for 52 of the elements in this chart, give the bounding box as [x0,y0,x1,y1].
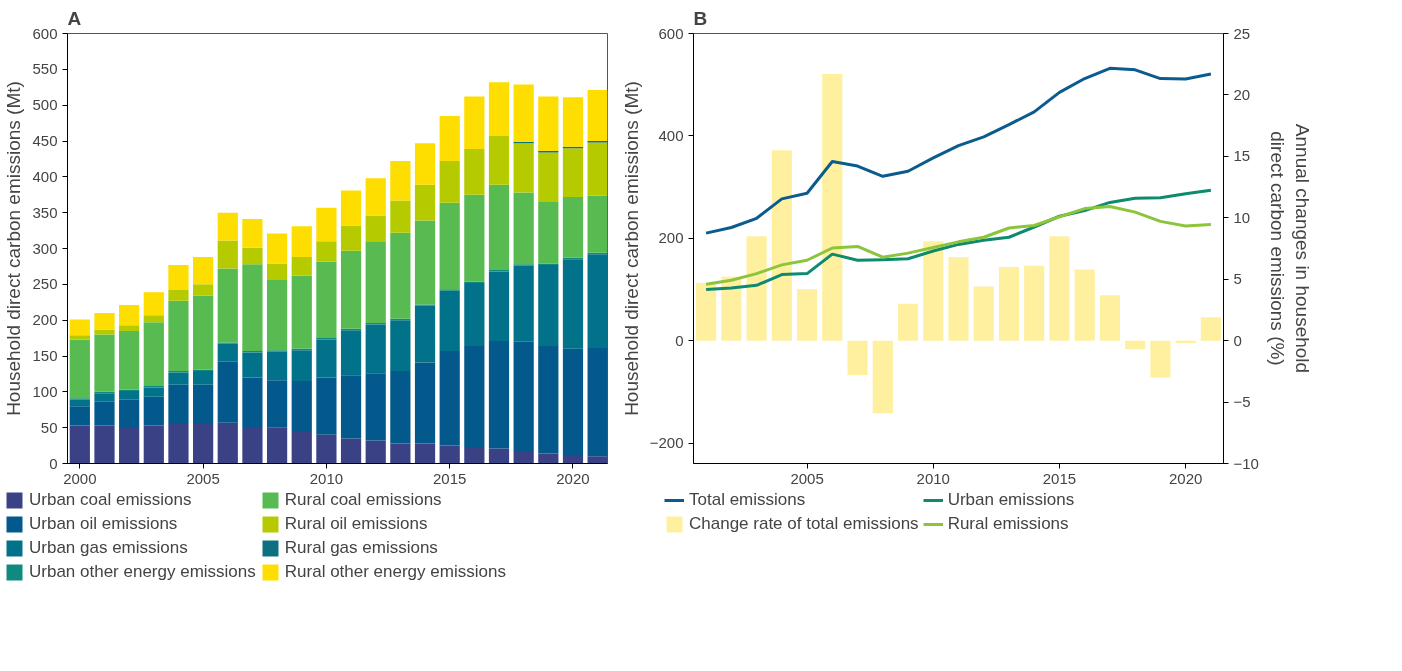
y-tick-label: 400 [32,167,58,185]
y-tick-label: 100 [32,382,58,400]
y2-tick-label: 15 [1233,147,1251,165]
y2-tick-label: 20 [1233,85,1251,103]
y-axis-title: Household direct carbon emissions (Mt) [620,81,642,416]
x-tick-label: 2000 [63,469,97,487]
x-tick-label: 2005 [186,469,220,487]
chart-title: B [693,7,708,29]
legend-label: Rural emissions [947,514,1069,534]
y2-tick-label: 0 [1233,331,1242,349]
legend-label: Rural gas emissions [284,538,438,558]
y-tick-label: 600 [32,24,58,42]
y-axis-title: Household direct carbon emissions (Mt) [3,81,25,416]
y-tick-label: 500 [32,96,58,114]
y-tick-label: 200 [658,229,684,247]
x-tick-label: 2010 [309,469,344,487]
y-tick-label: 300 [32,239,58,257]
x-tick-label: 2005 [790,469,824,487]
y-tick-label: 50 [40,418,58,436]
x-tick-label: 2020 [1168,469,1203,487]
y-tick-label: 150 [32,347,58,364]
y-tick-label: 0 [49,454,58,472]
y-tick-label: 350 [32,203,58,221]
legend-label: Total emissions [689,490,806,510]
chart-title: A [67,7,82,29]
y-tick-label: 250 [32,275,58,293]
x-tick-label: 2010 [916,469,950,487]
y-tick-label: 600 [658,24,684,42]
legend-label: Change rate of total emissions [689,514,919,534]
y2-axis-title: Annual changes in household direct carbon emissions (%) [1266,123,1314,374]
legend-label: Rural other energy emissions [284,562,506,582]
y2-tick-label: 5 [1233,270,1242,288]
y-tick-label: 550 [32,60,58,78]
y-tick-label: 400 [658,126,684,144]
y2-tick-label: −5 [1233,393,1251,411]
y-tick-label: 200 [32,311,58,329]
y-tick-label: 0 [675,331,684,349]
y2-tick-label: 10 [1233,208,1251,226]
legend-label: Urban emissions [947,490,1075,510]
legend-label: Urban coal emissions [29,490,192,510]
x-tick-label: 2020 [556,469,590,487]
y2-tick-label: −10 [1233,454,1259,472]
legend-label: Urban other energy emissions [29,562,256,582]
legend-label: Urban oil emissions [29,514,178,534]
x-tick-label: 2015 [1042,469,1077,487]
legend-label: Urban gas emissions [29,538,188,558]
y-tick-label: −200 [649,434,684,452]
y-tick-label: 450 [32,132,58,149]
legend-label: Rural coal emissions [284,490,442,510]
legend-label: Rural oil emissions [284,514,428,534]
y2-tick-label: 25 [1233,24,1251,42]
x-tick-label: 2015 [433,469,467,487]
